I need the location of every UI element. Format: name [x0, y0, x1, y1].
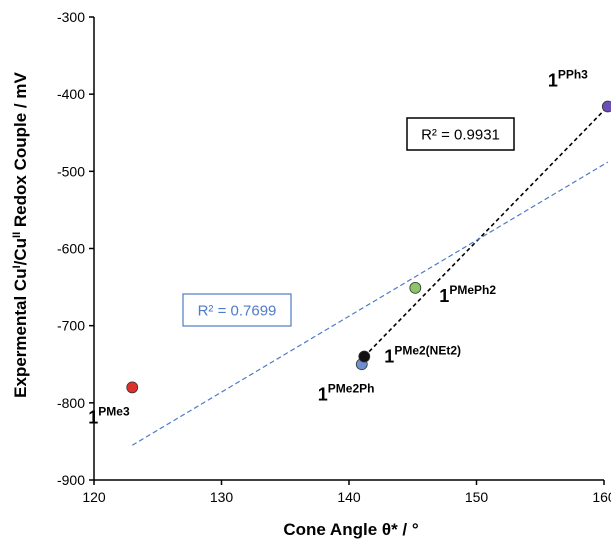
point-pph3 — [601, 100, 611, 113]
x-ticks: 120 130 140 150 160 — [82, 480, 611, 505]
y-tick-label: -800 — [57, 395, 85, 411]
point-pme2-net2- — [358, 350, 371, 363]
y-tick-label: -300 — [57, 9, 85, 25]
point-label: 1PMe2(NEt2) — [384, 344, 461, 367]
point-label: 1PMePh2 — [439, 283, 496, 306]
r2-box-border — [406, 117, 515, 151]
x-tick-label: 140 — [337, 489, 361, 505]
x-tick-label: 150 — [465, 489, 489, 505]
r2-value-label: R² = 0.7699 — [198, 303, 277, 320]
point-labels: 1PMe3 1PMe2Ph 1PMe2(NEt2) 1PMePh2 1PPh3 — [88, 68, 588, 428]
axes: -900 -800 -700 -600 -500 -400 -300 120 130 140 15… — [57, 9, 611, 505]
x-axis-title: Cone Angle θ* / ° — [283, 520, 419, 539]
x-tick-label: 120 — [82, 489, 106, 505]
y-tick-label: -400 — [57, 86, 85, 102]
fit-line-2 — [131, 161, 609, 446]
x-tick-label: 160 — [592, 489, 611, 505]
x-tick-label: 130 — [210, 489, 234, 505]
point-pme3 — [126, 381, 139, 394]
r2-box-border — [182, 293, 292, 327]
fit-lines — [131, 105, 609, 446]
point-label: 1PPh3 — [548, 68, 588, 91]
y-tick-label: -500 — [57, 163, 85, 179]
r2-value-label: R² = 0.9931 — [421, 127, 500, 144]
point-label: 1PMe3 — [88, 404, 130, 427]
y-tick-label: -600 — [57, 241, 85, 257]
y-ticks: -900 -800 -700 -600 -500 -400 -300 — [57, 9, 94, 488]
r2-box-fit-1: R² = 0.9931 — [406, 117, 515, 151]
point-pmeph2 — [409, 281, 422, 294]
fit-line-1 — [363, 105, 609, 358]
data-points — [126, 100, 611, 394]
y-axis-title: Expermental CuI/CuII Redox Couple / mV — [11, 72, 30, 398]
y-tick-label: -700 — [57, 318, 85, 334]
y-tick-label: -900 — [57, 472, 85, 488]
r2-box-fit-2: R² = 0.7699 — [182, 293, 292, 327]
point-label: 1PMe2Ph — [318, 381, 375, 404]
